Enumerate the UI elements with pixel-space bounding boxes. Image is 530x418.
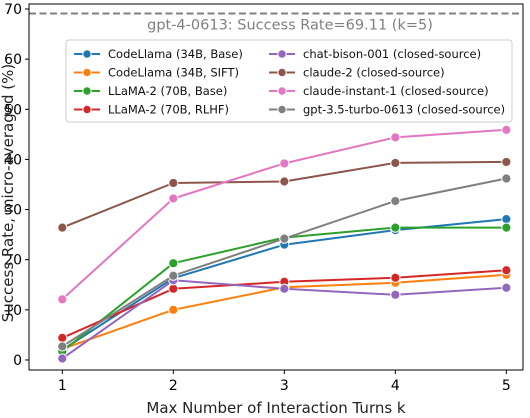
legend-swatch-marker-6 [277, 86, 287, 96]
y-tick-label-0: 0 [13, 353, 22, 369]
legend-box [65, 39, 513, 123]
data-point-s2-p3 [390, 222, 401, 233]
data-point-s1-p1 [168, 304, 179, 315]
legend-label-6: claude-instant-1 (closed-source) [303, 84, 489, 98]
data-point-s6-p3 [390, 132, 401, 143]
data-point-s7-p4 [501, 173, 512, 184]
data-point-s4-p3 [390, 289, 401, 300]
data-point-s7-p1 [168, 270, 179, 281]
legend-label-5: claude-2 (closed-source) [303, 66, 445, 80]
legend: CodeLlama (34B, Base) CodeLlama (34B, SIF… [65, 39, 513, 123]
legend-swatch-marker-3 [82, 104, 92, 115]
data-point-s5-p1 [168, 177, 179, 189]
data-point-s5-p0 [57, 222, 68, 233]
data-point-s3-p0 [57, 332, 68, 344]
legend-label-3: LLaMA-2 (70B, RLHF) [108, 103, 229, 117]
y-tick-label-6: 60 [4, 52, 22, 68]
data-point-s2-p1 [168, 258, 179, 269]
data-point-s2-p4 [501, 222, 512, 233]
series-line-7 [61, 177, 507, 348]
legend-label-1: CodeLlama (34B, SIFT) [108, 66, 239, 80]
data-point-s0-p4 [501, 213, 512, 225]
x-tick-label-1: 2 [169, 378, 178, 394]
x-tick-label-4: 5 [502, 378, 511, 394]
data-point-s5-p3 [390, 157, 401, 169]
legend-label-4: chat-bison-001 (closed-source) [303, 47, 481, 61]
data-point-s5-p2 [279, 176, 290, 187]
y-tick-label-4: 40 [4, 152, 22, 168]
data-point-s7-p0 [57, 341, 68, 352]
data-point-s3-p1 [168, 283, 179, 294]
series-line-5 [61, 160, 507, 229]
reference-line-label: gpt-4-0613: Success Rate=69.11 (k=5) [147, 17, 433, 33]
data-point-s4-p2 [279, 283, 290, 294]
legend-label-7: gpt-3.5-turbo-0613 (closed-source) [303, 103, 505, 117]
y-tick-label-7: 70 [4, 2, 22, 18]
legend-swatch-marker-1 [82, 67, 92, 78]
y-tick-label-1: 10 [4, 303, 22, 319]
data-point-s6-p2 [279, 158, 290, 169]
data-point-s7-p2 [279, 233, 290, 244]
plot-frame [28, 3, 524, 371]
y-tick-label-5: 50 [4, 102, 22, 118]
legend-swatch-marker-0 [82, 49, 92, 59]
x-tick-label-3: 4 [391, 378, 400, 394]
x-tick-label-2: 3 [280, 378, 289, 394]
y-tick-label-2: 20 [4, 253, 22, 269]
data-point-s7-p3 [390, 195, 401, 207]
legend-swatch-marker-2 [82, 86, 92, 96]
legend-swatch-marker-7 [277, 104, 287, 115]
legend-swatch-marker-4 [277, 49, 287, 59]
data-point-s5-p4 [501, 156, 512, 168]
y-tick-label-3: 30 [4, 203, 22, 219]
legend-label-0: CodeLlama (34B, Base) [108, 47, 243, 61]
data-point-s3-p4 [501, 265, 512, 276]
legend-swatch-marker-5 [277, 67, 287, 78]
data-point-s3-p3 [390, 272, 401, 283]
data-point-s6-p4 [501, 124, 512, 135]
x-tick-label-0: 1 [58, 378, 67, 394]
data-point-s6-p0 [57, 294, 68, 305]
data-point-s4-p0 [57, 353, 68, 364]
series-group [57, 124, 512, 364]
y-axis-title: Success Rate, micro-averaged (%) [0, 64, 17, 322]
data-point-s6-p1 [168, 193, 179, 204]
data-point-s4-p4 [501, 282, 512, 293]
legend-label-2: LLaMA-2 (70B, Base) [108, 84, 227, 98]
x-axis-title: Max Number of Interaction Turns k [146, 399, 406, 417]
